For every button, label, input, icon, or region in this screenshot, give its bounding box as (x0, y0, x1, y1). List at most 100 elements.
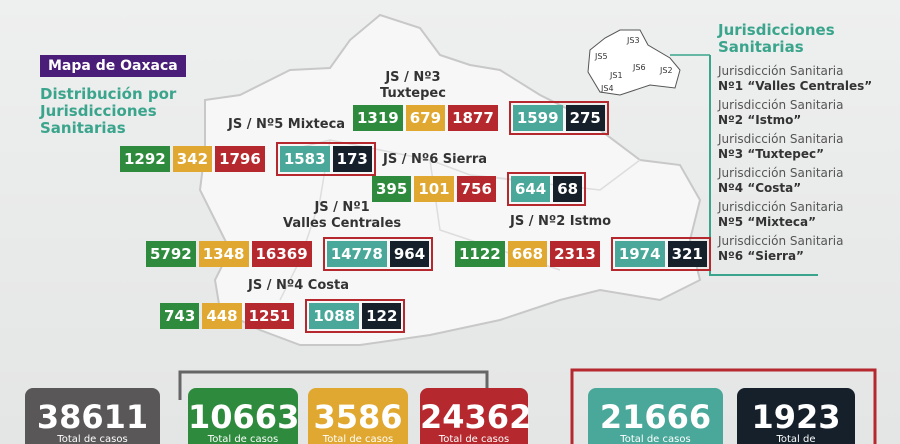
total-value: 24362 (420, 398, 532, 436)
highlight-group: 644 68 (506, 172, 587, 206)
value-box: 16369 (251, 241, 312, 267)
region-values: 1319 679 1877 1599 275 (353, 101, 609, 135)
legend-line2: Nº6 “Sierra” (718, 249, 804, 263)
total-card: 38611 Total de casos (25, 388, 160, 444)
legend-title-line: Jurisdicciones (718, 21, 835, 39)
mini-map-label: JS4 (600, 84, 614, 93)
value-box: 1292 (120, 146, 170, 172)
value-box: 173 (332, 146, 372, 172)
value-box: 756 (456, 176, 496, 202)
region-label: JS / Nº1 Valles Centrales (283, 200, 401, 232)
value-box: 342 (172, 146, 213, 172)
legend-line2: Nº1 “Valles Centrales” (718, 79, 873, 93)
legend-item: Jurisdicción Sanitaria Nº2 “Istmo” (718, 98, 844, 128)
region-borders (279, 139, 641, 301)
total-value: 1923 (751, 398, 841, 436)
legend-item: Jurisdicción Sanitaria Nº6 “Sierra” (718, 234, 844, 264)
value-box: 68 (553, 176, 583, 202)
legend-line1: Jurisdicción Sanitaria (718, 234, 844, 248)
mini-map-label: JS1 (609, 71, 623, 80)
region-label-line: JS / Nº1 (314, 200, 370, 215)
mini-map (587, 29, 681, 96)
value-box: 679 (405, 105, 446, 131)
region-label-line: JS / Nº5 Mixteca (228, 117, 346, 132)
mini-map-label: JS3 (626, 36, 640, 45)
value-box: 1796 (215, 146, 265, 172)
region-label: JS / Nº2 Istmo (510, 214, 611, 230)
value-box: 448 (202, 303, 242, 329)
value-box: 1348 (198, 241, 249, 267)
region-values: 1292 342 1796 1583 173 (120, 142, 376, 176)
value-box: 964 (389, 241, 430, 267)
legend-item: Jurisdicción Sanitaria Nº5 “Mixteca” (718, 200, 844, 230)
value-box: 2313 (550, 241, 600, 267)
value-box: 1122 (455, 241, 505, 267)
legend-line1: Jurisdicción Sanitaria (718, 98, 844, 112)
value-box: 395 (372, 176, 412, 202)
total-label: Total de (776, 434, 816, 444)
total-label: Total de casos (207, 434, 279, 444)
region-label-line: JS / Nº2 Istmo (510, 214, 612, 229)
mini-map-label: JS2 (659, 66, 673, 75)
subtitle: Distribución por Jurisdicciones Sanitari… (40, 86, 176, 137)
legend-title: Jurisdicciones Sanitarias (718, 22, 835, 56)
total-card: 1923 Total de (737, 388, 855, 444)
value-box: 275 (565, 105, 605, 131)
legend-line2: Nº5 “Mixteca” (718, 215, 816, 229)
region-label: JS / Nº5 Mixteca (228, 117, 345, 133)
value-box: 743 (160, 303, 200, 329)
mini-map-label: JS5 (594, 52, 608, 61)
highlight-group: 14778 964 (322, 237, 434, 271)
region-label-line: Valles Centrales (283, 216, 402, 231)
value-box: 5792 (146, 241, 196, 267)
total-value: 21666 (599, 398, 712, 436)
legend-line1: Jurisdicción Sanitaria (718, 132, 844, 146)
value-box: 668 (507, 241, 548, 267)
total-label: Total de casos (438, 434, 510, 444)
highlight-group: 1088 122 (305, 299, 406, 333)
total-value: 3586 (313, 398, 403, 436)
legend-line1: Jurisdicción Sanitaria (718, 166, 844, 180)
total-label: Total de casos (620, 434, 691, 444)
region-label-line: Tuxtepec (380, 86, 446, 101)
value-box: 321 (667, 241, 707, 267)
legend-line2: Nº3 “Tuxtepec” (718, 147, 824, 161)
value-box: 644 (510, 176, 551, 202)
total-card: 10663 Total de casos (188, 388, 299, 444)
legend-line2: Nº4 “Costa” (718, 181, 802, 195)
total-value: 38611 (36, 398, 149, 436)
legend-line2: Nº2 “Istmo” (718, 113, 802, 127)
legend-line1: Jurisdicción Sanitaria (718, 200, 844, 214)
total-card: 21666 Total de casos (588, 388, 723, 444)
region-values: 1122 668 2313 1974 321 (455, 237, 711, 271)
value-box: 1974 (614, 241, 665, 267)
value-box: 1599 (512, 105, 563, 131)
legend-item: Jurisdicción Sanitaria Nº1 “Valles Centra… (718, 64, 872, 94)
value-box: 1583 (279, 146, 330, 172)
total-card: 24362 Total de casos (420, 388, 532, 444)
total-card: 3586 Total de casos (308, 388, 408, 444)
value-box: 1877 (448, 105, 498, 131)
region-values: 5792 1348 16369 14778 964 (146, 237, 434, 271)
highlight-group: 1599 275 (508, 101, 609, 135)
legend-line1: Jurisdicción Sanitaria (718, 64, 844, 78)
subtitle-line: Jurisdicciones (40, 102, 157, 120)
total-label: Total de casos (322, 434, 394, 444)
bracket (178, 370, 489, 400)
legend-item: Jurisdicción Sanitaria Nº4 “Costa” (718, 166, 844, 196)
region-values: 395 101 756 644 68 (372, 172, 587, 206)
highlight-group: 1974 321 (610, 237, 711, 271)
badge: Mapa de Oaxaca (40, 55, 186, 77)
bracket (570, 368, 877, 444)
highlight-group: 1583 173 (275, 142, 376, 176)
value-box: 14778 (326, 241, 387, 267)
value-box: 122 (362, 303, 402, 329)
value-box: 1319 (353, 105, 403, 131)
region-label: JS / Nº4 Costa (248, 278, 349, 294)
region-label: JS / Nº3 Tuxtepec (380, 70, 446, 102)
region-label-line: JS / Nº6 Sierra (383, 152, 488, 167)
legend-title-line: Sanitarias (718, 38, 804, 56)
region-label: JS / Nº6 Sierra (383, 152, 487, 168)
subtitle-line: Sanitarias (40, 119, 126, 137)
